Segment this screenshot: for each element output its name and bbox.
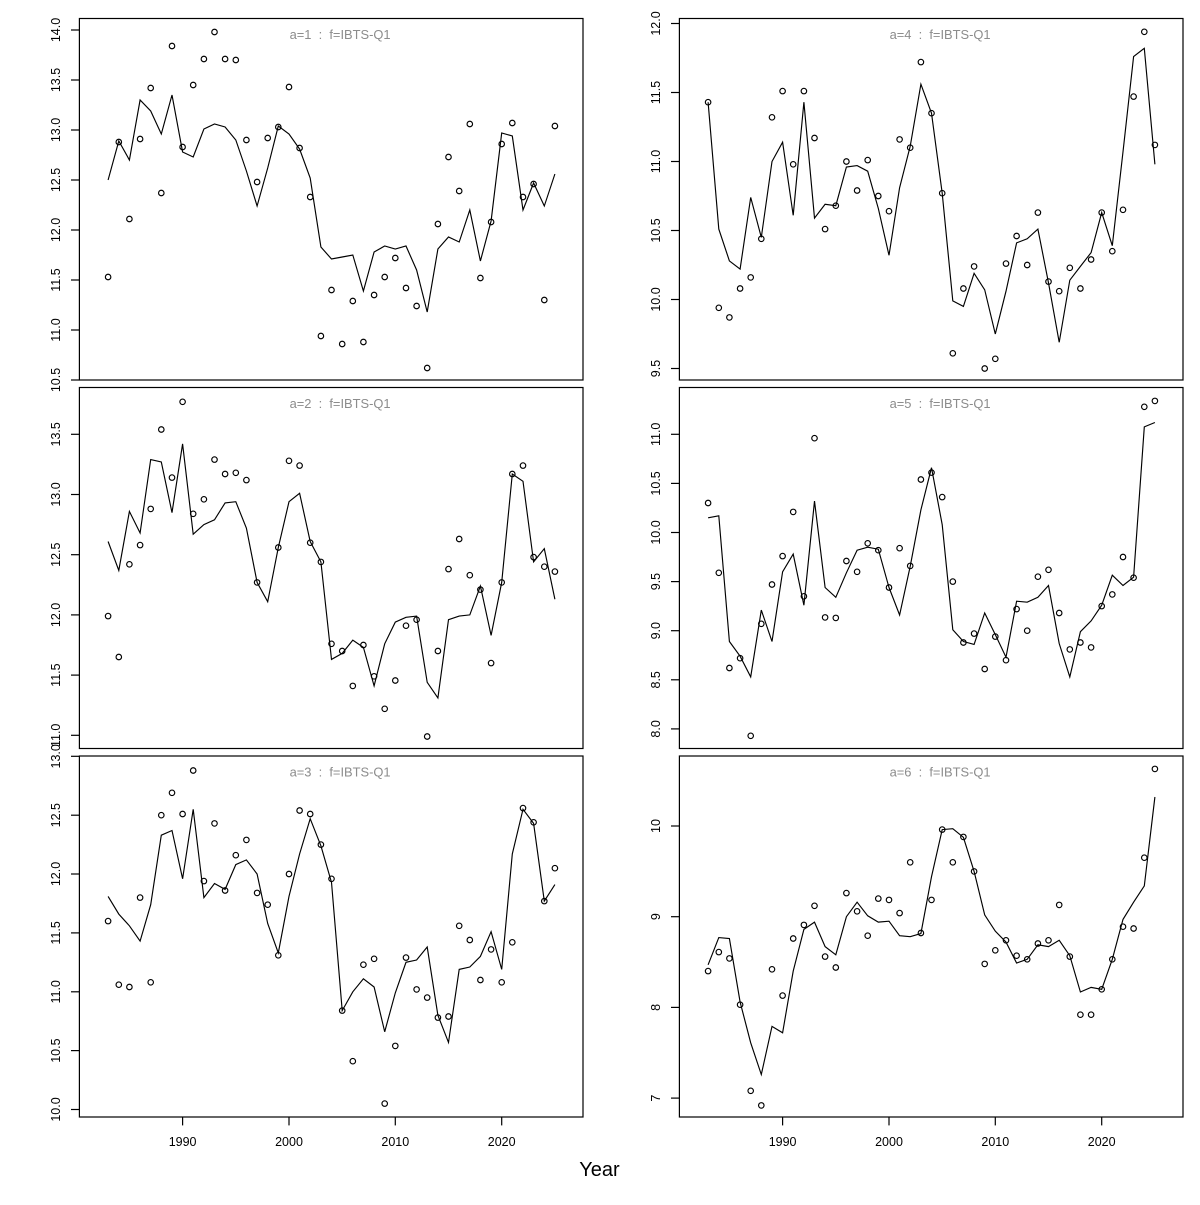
svg-text:7: 7	[649, 1095, 663, 1102]
svg-text:9.5: 9.5	[649, 360, 663, 377]
svg-text:10.0: 10.0	[649, 287, 663, 311]
svg-text:11.5: 11.5	[649, 81, 663, 104]
svg-text:13.0: 13.0	[49, 482, 63, 506]
svg-text:a=6 : f=IBTS-Q1: a=6 : f=IBTS-Q1	[890, 765, 991, 780]
svg-text:2010: 2010	[981, 1135, 1009, 1149]
svg-text:12.0: 12.0	[49, 862, 63, 886]
svg-text:a=4 : f=IBTS-Q1: a=4 : f=IBTS-Q1	[890, 27, 991, 42]
svg-text:14.0: 14.0	[49, 18, 63, 42]
svg-text:13.0: 13.0	[49, 744, 63, 768]
svg-text:12.5: 12.5	[49, 803, 63, 827]
svg-text:2010: 2010	[381, 1135, 409, 1149]
svg-text:11.0: 11.0	[49, 980, 63, 1003]
svg-text:13.5: 13.5	[49, 422, 63, 446]
svg-text:2000: 2000	[875, 1135, 903, 1149]
svg-text:a=5 : f=IBTS-Q1: a=5 : f=IBTS-Q1	[890, 396, 991, 411]
svg-text:8: 8	[649, 1004, 663, 1011]
svg-text:10.5: 10.5	[49, 368, 63, 392]
svg-text:13.0: 13.0	[49, 118, 63, 142]
svg-text:10.5: 10.5	[49, 1038, 63, 1062]
svg-text:a=2 : f=IBTS-Q1: a=2 : f=IBTS-Q1	[290, 396, 391, 411]
svg-text:10.5: 10.5	[649, 218, 663, 242]
svg-text:12.0: 12.0	[49, 603, 63, 627]
svg-text:2020: 2020	[1088, 1135, 1116, 1149]
svg-text:1990: 1990	[169, 1135, 197, 1149]
svg-text:a=1 : f=IBTS-Q1: a=1 : f=IBTS-Q1	[290, 27, 391, 42]
svg-text:10.0: 10.0	[649, 520, 663, 544]
svg-text:2000: 2000	[275, 1135, 303, 1149]
svg-text:12.5: 12.5	[49, 542, 63, 566]
svg-text:2020: 2020	[488, 1135, 516, 1149]
svg-text:10: 10	[649, 819, 663, 833]
svg-text:11.0: 11.0	[49, 724, 63, 747]
svg-text:9.0: 9.0	[649, 622, 663, 639]
svg-text:Year: Year	[579, 1159, 620, 1181]
svg-text:10.0: 10.0	[49, 1097, 63, 1121]
svg-text:11.0: 11.0	[649, 150, 663, 173]
svg-text:11.5: 11.5	[49, 921, 63, 944]
svg-text:12.0: 12.0	[649, 11, 663, 35]
svg-text:11.5: 11.5	[49, 663, 63, 686]
svg-text:1990: 1990	[769, 1135, 797, 1149]
svg-text:11.0: 11.0	[649, 423, 663, 446]
svg-text:9: 9	[649, 913, 663, 920]
svg-text:9.5: 9.5	[649, 573, 663, 590]
svg-text:13.5: 13.5	[49, 68, 63, 92]
svg-text:10.5: 10.5	[649, 471, 663, 495]
svg-text:12.0: 12.0	[49, 218, 63, 242]
svg-text:11.0: 11.0	[49, 318, 63, 341]
svg-text:8.0: 8.0	[649, 720, 663, 737]
svg-text:12.5: 12.5	[49, 168, 63, 192]
svg-text:8.5: 8.5	[649, 671, 663, 688]
svg-text:a=3 : f=IBTS-Q1: a=3 : f=IBTS-Q1	[290, 765, 391, 780]
svg-text:11.5: 11.5	[49, 268, 63, 291]
